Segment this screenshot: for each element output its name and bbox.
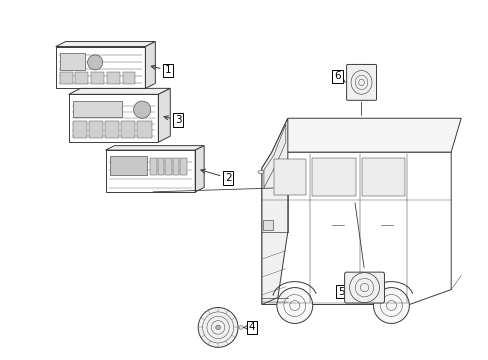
Bar: [106, 72, 120, 84]
Bar: [150, 158, 156, 175]
FancyBboxPatch shape: [346, 64, 376, 100]
Circle shape: [215, 325, 220, 330]
Bar: [73, 100, 122, 117]
Text: 6: 6: [334, 71, 345, 82]
Bar: [180, 158, 186, 175]
Bar: [311, 158, 355, 196]
Bar: [172, 158, 179, 175]
Text: 5: 5: [338, 287, 346, 297]
Bar: [89, 121, 103, 138]
Bar: [73, 121, 87, 138]
Bar: [104, 121, 119, 138]
Bar: [158, 158, 164, 175]
Polygon shape: [105, 146, 203, 150]
Circle shape: [239, 325, 243, 329]
Bar: [165, 158, 171, 175]
Bar: [122, 72, 135, 84]
Bar: [91, 72, 104, 84]
Polygon shape: [158, 88, 170, 142]
Circle shape: [276, 288, 312, 323]
Bar: [273, 159, 305, 195]
Polygon shape: [271, 118, 460, 152]
Polygon shape: [262, 118, 287, 305]
Text: 2: 2: [201, 169, 231, 183]
Bar: [263, 220, 272, 230]
Text: 4: 4: [243, 323, 255, 332]
Bar: [60, 72, 73, 84]
Polygon shape: [145, 41, 155, 88]
Bar: [361, 158, 405, 196]
Circle shape: [133, 101, 150, 118]
Polygon shape: [195, 146, 203, 192]
Bar: [109, 156, 147, 175]
Text: 1: 1: [151, 65, 171, 76]
FancyBboxPatch shape: [344, 272, 384, 303]
Circle shape: [373, 288, 408, 323]
Text: 3: 3: [164, 115, 181, 125]
Polygon shape: [264, 124, 285, 188]
Circle shape: [87, 55, 102, 70]
Ellipse shape: [258, 170, 264, 174]
Polygon shape: [56, 41, 155, 46]
Polygon shape: [68, 88, 170, 94]
Bar: [60, 53, 84, 69]
Bar: [75, 72, 88, 84]
Bar: [137, 121, 151, 138]
Bar: [121, 121, 135, 138]
Circle shape: [198, 307, 238, 347]
